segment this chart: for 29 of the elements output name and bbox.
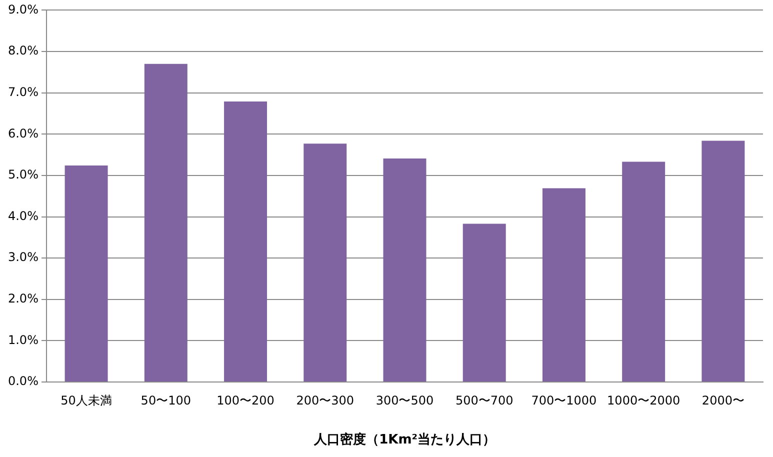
x-tick-label: 300〜500	[376, 393, 434, 408]
x-tick-label: 1000〜2000	[607, 393, 680, 408]
y-tick-label: 1.0%	[8, 332, 38, 347]
bar	[224, 102, 268, 382]
x-tick-label: 200〜300	[296, 393, 354, 408]
bar	[64, 166, 108, 382]
x-tick-label: 100〜200	[216, 393, 274, 408]
x-tick-label: 50人未満	[60, 393, 112, 408]
x-tick-label: 2000〜	[702, 393, 744, 408]
x-tick-label: 50〜100	[140, 393, 191, 408]
x-tick-label: 500〜700	[455, 393, 514, 408]
x-axis-title: 人口密度（1Km²当たり人口）	[313, 432, 496, 448]
bar	[462, 224, 506, 382]
y-tick-label: 0.0%	[8, 374, 38, 388]
bar	[622, 162, 666, 382]
y-tick-label: 6.0%	[8, 126, 38, 140]
y-tick-label: 4.0%	[8, 208, 38, 223]
bar	[702, 140, 745, 382]
y-tick-label: 9.0%	[8, 2, 38, 16]
bar	[144, 64, 188, 382]
y-tick-label: 7.0%	[8, 84, 38, 99]
bar	[304, 144, 347, 382]
y-tick-label: 5.0%	[8, 168, 38, 182]
bar	[383, 158, 426, 382]
bar	[542, 188, 586, 382]
y-tick-label: 3.0%	[8, 250, 38, 264]
x-tick-label: 700〜1000	[531, 393, 597, 408]
y-tick-label: 8.0%	[8, 44, 38, 58]
y-tick-label: 2.0%	[8, 292, 38, 306]
